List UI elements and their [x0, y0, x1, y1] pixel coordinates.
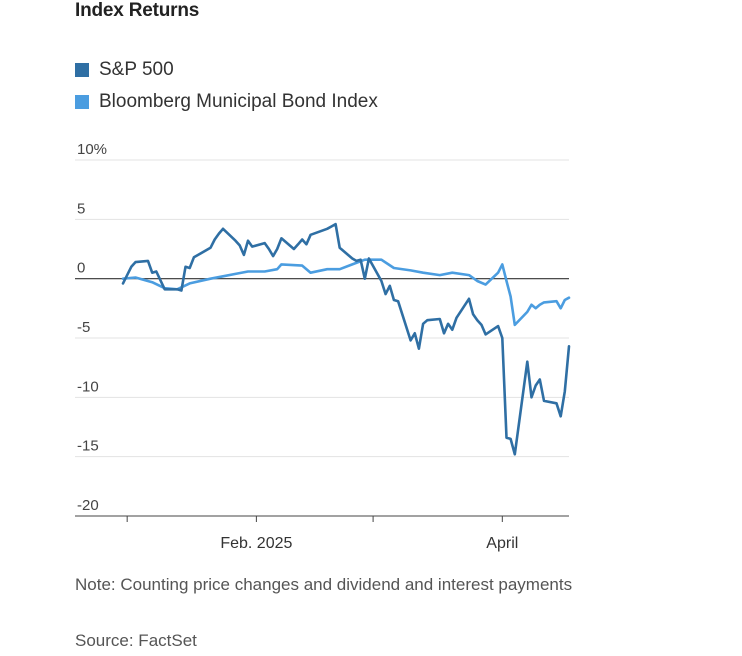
legend-swatch-muni [75, 95, 89, 109]
y-tick-label: -20 [77, 497, 99, 514]
y-tick-label: -10 [77, 378, 99, 395]
y-tick-label: -5 [77, 319, 90, 336]
series-line-sp500 [121, 222, 571, 456]
y-tick-label: 5 [77, 200, 85, 217]
chart-title: Index Returns [75, 0, 200, 21]
y-tick-label: 0 [77, 260, 85, 277]
chart-source: Source: FactSet [75, 631, 197, 650]
legend: S&P 500 Bloomberg Municipal Bond Index [75, 54, 378, 118]
line-chart: 10% 5 0 -5 -10 -15 -20 Feb. 2025 April [75, 141, 571, 552]
legend-swatch-sp500 [75, 63, 89, 77]
chart-note: Note: Counting price changes and dividen… [75, 575, 573, 594]
y-tick-label: -15 [77, 438, 99, 455]
legend-label-muni: Bloomberg Municipal Bond Index [99, 91, 378, 112]
legend-item-sp500: S&P 500 [75, 54, 378, 86]
legend-item-muni: Bloomberg Municipal Bond Index [75, 86, 378, 118]
legend-label-sp500: S&P 500 [99, 59, 174, 80]
series-line-muni [121, 258, 571, 327]
x-tick-label: April [486, 535, 518, 552]
y-tick-label: 10% [77, 141, 107, 158]
x-tick-label: Feb. 2025 [220, 535, 292, 552]
